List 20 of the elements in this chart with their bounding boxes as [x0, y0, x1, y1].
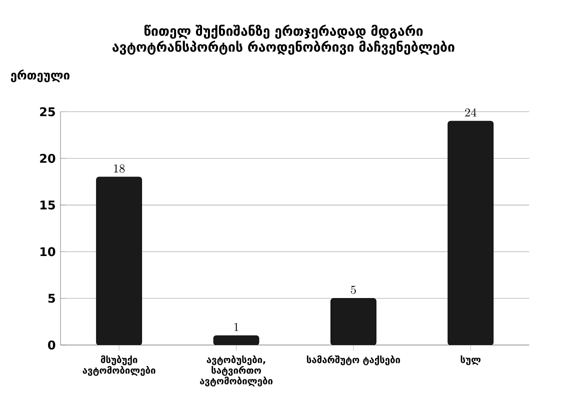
- y-tick-label: 20: [40, 154, 56, 163]
- y-tick-label: 15: [40, 200, 55, 210]
- x-tick-label: ავტობუსები, სატვირთო ავტომობილები: [200, 355, 273, 386]
- bar: [448, 120, 494, 345]
- y-tick-label: 25: [40, 107, 55, 116]
- chart-title: წითელ შუქნიშანზე ერთჯერადად მდგარი ავტოტრანსპორტის რაოდენობრივი მაჩვენებლები: [112, 24, 454, 55]
- y-axis-title: ერთეული: [10, 70, 70, 82]
- x-tick-label: სამარშუტო ტაქსები: [306, 355, 400, 366]
- data-label: 5: [350, 286, 356, 294]
- data-label: 24: [465, 108, 476, 116]
- bar: [213, 335, 260, 345]
- y-tick-label: 5: [48, 294, 55, 303]
- x-tick-label: სულ: [460, 355, 481, 366]
- x-tick-label: მსუბუქი ავტომობილები: [82, 355, 156, 376]
- data-label: 1: [234, 323, 238, 331]
- bar: [96, 176, 142, 345]
- y-tick-label: 0: [48, 340, 56, 350]
- data-label: 18: [114, 164, 125, 173]
- y-tick-label: 10: [40, 247, 56, 256]
- bar: [330, 298, 376, 345]
